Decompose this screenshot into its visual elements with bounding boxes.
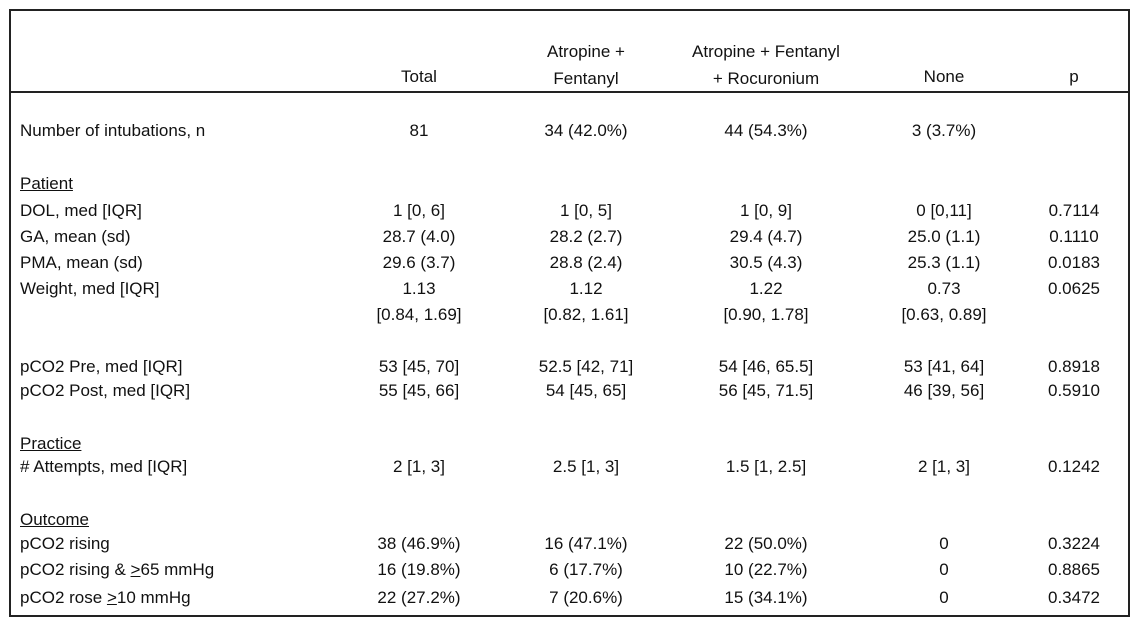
header-af-line2: Fentanyl xyxy=(553,69,619,88)
cell-total: 22 (27.2%) xyxy=(377,588,461,607)
cell-none: 0 xyxy=(939,560,949,579)
header-afr-line2: + Rocuronium xyxy=(712,69,820,88)
cell-afr: 15 (34.1%) xyxy=(724,588,808,607)
cell-p: 0.7114 xyxy=(1048,201,1100,220)
cell-none: 25.3 (1.1) xyxy=(907,253,981,272)
row-label-post: 65 mmHg xyxy=(140,560,215,579)
cell-afr: 1 [0, 9] xyxy=(740,201,792,220)
cell-af: 1 [0, 5] xyxy=(560,201,612,220)
cell-total: 81 xyxy=(409,121,429,140)
cell-af: 52.5 [42, 71] xyxy=(538,357,634,376)
header-afr-line1: Atropine + Fentanyl xyxy=(692,42,840,61)
cell-afr: 1.22 xyxy=(749,279,783,298)
cell-afr: 56 [45, 71.5] xyxy=(718,381,814,400)
row-label-pre: pCO2 rising & xyxy=(20,560,131,579)
cell-none: 2 [1, 3] xyxy=(918,457,970,476)
cell-afr: 44 (54.3%) xyxy=(724,121,808,140)
row-label: Weight, med [IQR] xyxy=(20,279,160,298)
cell-afr: 10 (22.7%) xyxy=(724,560,808,579)
table-frame xyxy=(9,9,1130,617)
cell-afr: 29.4 (4.7) xyxy=(729,227,803,246)
cell-none: [0.63, 0.89] xyxy=(901,305,987,324)
section-practice: Practice xyxy=(20,434,82,453)
cell-total: 28.7 (4.0) xyxy=(382,227,456,246)
cell-af: 1.12 xyxy=(569,279,603,298)
header-af-line1: Atropine + xyxy=(547,42,625,61)
cell-none: 0.73 xyxy=(927,279,961,298)
cell-none: 0 [0,11] xyxy=(916,201,972,220)
section-patient: Patient xyxy=(20,174,73,193)
cell-af: 28.2 (2.7) xyxy=(549,227,623,246)
header-atropine-fentanyl: Atropine + Fentanyl xyxy=(506,38,666,92)
cell-none: 0 xyxy=(939,534,949,553)
cell-afr: 1.5 [1, 2.5] xyxy=(725,457,807,476)
cell-af: 54 [45, 65] xyxy=(545,381,627,400)
cell-af: 2.5 [1, 3] xyxy=(552,457,620,476)
cell-total: 1.13 xyxy=(402,279,436,298)
cell-total: [0.84, 1.69] xyxy=(376,305,462,324)
row-label-post: 10 mmHg xyxy=(116,588,191,607)
cell-none: 25.0 (1.1) xyxy=(907,227,981,246)
header-divider xyxy=(9,91,1130,93)
header-p: p xyxy=(1069,67,1079,86)
cell-p: 0.0183 xyxy=(1048,253,1100,272)
cell-af: 6 (17.7%) xyxy=(549,560,623,579)
row-label-geq-symbol: > xyxy=(106,588,117,607)
header-total: Total xyxy=(401,67,437,86)
cell-none: 3 (3.7%) xyxy=(911,121,977,140)
cell-af: 34 (42.0%) xyxy=(544,121,628,140)
row-label: Number of intubations, n xyxy=(20,121,206,140)
cell-total: 53 [45, 70] xyxy=(378,357,460,376)
cell-af: 7 (20.6%) xyxy=(549,588,623,607)
cell-p: 0.1110 xyxy=(1049,227,1099,246)
cell-af: [0.82, 1.61] xyxy=(543,305,629,324)
row-label: pCO2 rising & >65 mmHg xyxy=(20,558,214,582)
cell-total: 38 (46.9%) xyxy=(377,534,461,553)
cell-total: 1 [0, 6] xyxy=(393,201,445,220)
cell-none: 53 [41, 64] xyxy=(903,357,985,376)
cell-total: 55 [45, 66] xyxy=(378,381,460,400)
cell-total: 2 [1, 3] xyxy=(393,457,445,476)
header-none: None xyxy=(923,67,965,86)
cell-p: 0.3472 xyxy=(1048,588,1100,607)
cell-p: 0.5910 xyxy=(1048,381,1100,400)
cell-none: 46 [39, 56] xyxy=(903,381,985,400)
cell-afr: 54 [46, 65.5] xyxy=(718,357,814,376)
header-atropine-fentanyl-rocuronium: Atropine + Fentanyl + Rocuronium xyxy=(686,38,846,92)
cell-none: 0 xyxy=(939,588,949,607)
cell-p: 0.8865 xyxy=(1048,560,1100,579)
cell-af: 28.8 (2.4) xyxy=(549,253,623,272)
row-label-geq-symbol: > xyxy=(130,560,141,579)
row-label: pCO2 rose >10 mmHg xyxy=(20,586,191,610)
cell-total: 16 (19.8%) xyxy=(377,560,461,579)
row-label: GA, mean (sd) xyxy=(20,227,131,246)
row-label: PMA, mean (sd) xyxy=(20,253,143,272)
row-label-pre: pCO2 rose xyxy=(20,588,107,607)
cell-afr: 22 (50.0%) xyxy=(724,534,808,553)
cell-p: 0.3224 xyxy=(1048,534,1100,553)
row-label: DOL, med [IQR] xyxy=(20,201,142,220)
row-label: pCO2 Post, med [IQR] xyxy=(20,381,191,400)
row-label: pCO2 Pre, med [IQR] xyxy=(20,357,183,376)
cell-p: 0.8918 xyxy=(1048,357,1100,376)
row-label: pCO2 rising xyxy=(20,534,110,553)
cell-af: 16 (47.1%) xyxy=(544,534,628,553)
cell-afr: 30.5 (4.3) xyxy=(729,253,803,272)
section-outcome: Outcome xyxy=(20,510,89,529)
cell-afr: [0.90, 1.78] xyxy=(723,305,809,324)
cell-total: 29.6 (3.7) xyxy=(382,253,456,272)
cell-p: 0.1242 xyxy=(1048,457,1100,476)
cell-p: 0.0625 xyxy=(1048,279,1100,298)
row-label: # Attempts, med [IQR] xyxy=(20,457,188,476)
